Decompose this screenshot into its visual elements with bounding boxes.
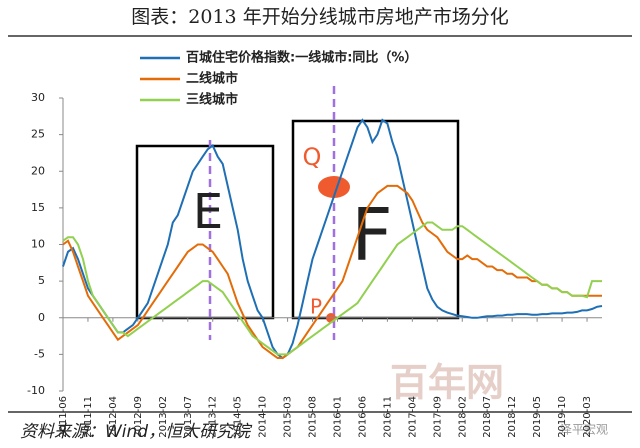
legend-label: 百城住宅价格指数:一线城市:同比（%）	[186, 50, 417, 66]
y-tick-label: -10	[27, 384, 45, 397]
x-tick-label: 2014-10	[258, 396, 269, 438]
x-tick-label: 2015-08	[308, 396, 319, 438]
x-tick-label: 2017-09	[432, 396, 443, 438]
y-tick-label: 30	[31, 91, 45, 104]
x-tick-label: 2014-05	[233, 396, 244, 438]
x-tick-label: 2016-11	[382, 396, 393, 438]
y-tick-label: 5	[38, 274, 45, 287]
y-tick-label: 10	[31, 238, 45, 251]
x-tick-label: 2012-04	[108, 396, 119, 438]
source: 资料来源：Wind，恒大研究院	[20, 422, 253, 442]
x-tick-label: 2013-02	[158, 396, 169, 438]
x-tick-label: 2011-06	[58, 396, 69, 438]
x-tick-label: 2019-10	[557, 396, 568, 438]
x-tick-label: 2011-11	[83, 396, 94, 438]
series-line	[62, 221, 602, 356]
chart-title: 图表：2013 年开始分线城市房地产市场分化	[131, 6, 508, 28]
y-tick-label: 15	[31, 201, 45, 214]
legend-label: 三线城市	[186, 92, 238, 108]
x-tick-label: 2016-06	[357, 396, 368, 438]
x-tick-label: 2013-12	[208, 396, 219, 438]
y-tick-label: 25	[31, 128, 45, 141]
x-tick-label: 2015-03	[283, 396, 294, 438]
legend-label: 二线城市	[186, 71, 238, 87]
watermark: 百年网	[390, 361, 504, 405]
x-tick-label: 2018-02	[457, 396, 468, 438]
x-tick-label: 2020-03	[582, 396, 593, 438]
y-tick-label: 20	[31, 164, 45, 177]
point-q	[318, 176, 350, 198]
annotation: Q	[303, 143, 322, 171]
y-tick-label: 0	[38, 311, 45, 324]
annotation: P	[310, 295, 322, 319]
y-tick-label: -5	[34, 347, 45, 360]
x-tick-label: 2012-09	[133, 396, 144, 438]
watermark: 泽平宏观	[560, 422, 608, 437]
annotation: E	[193, 184, 223, 240]
x-tick-label: 2016-01	[332, 396, 343, 438]
x-tick-label: 2018-12	[507, 396, 518, 438]
x-tick-label: 2013-07	[183, 396, 194, 438]
x-tick-label: 2018-07	[482, 396, 493, 438]
series-line	[62, 118, 603, 360]
series-line	[62, 184, 602, 359]
x-tick-label: 2017-04	[407, 396, 418, 438]
x-tick-label: 2019-05	[532, 396, 543, 438]
